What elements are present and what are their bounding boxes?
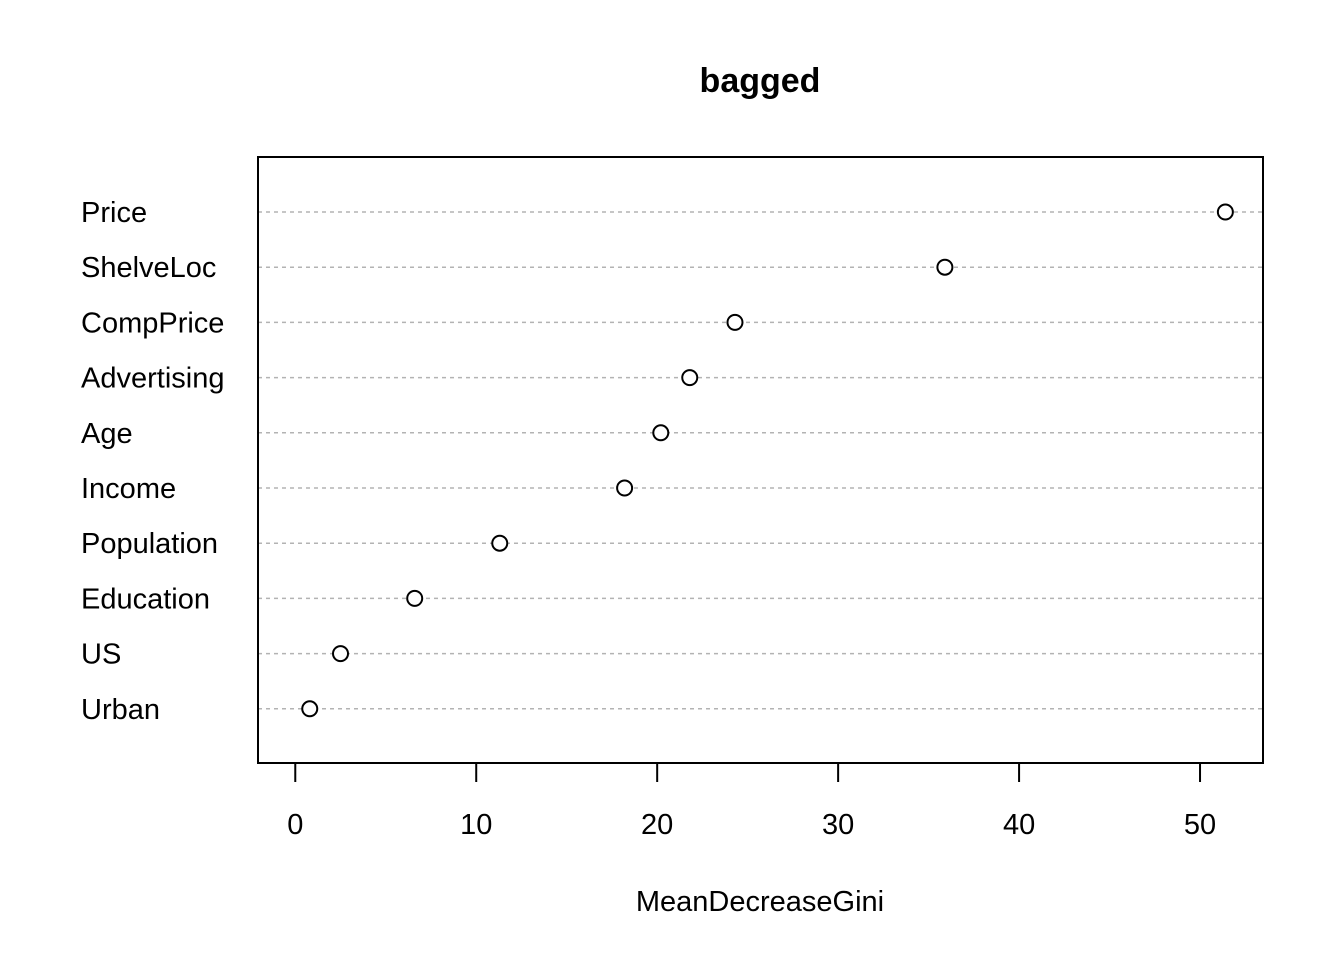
- guide-lines: [258, 211, 1263, 710]
- category-label: Urban: [81, 694, 160, 726]
- data-point: [1216, 203, 1234, 221]
- category-label: Advertising: [81, 363, 224, 395]
- category-label: Price: [81, 197, 147, 229]
- category-label: Age: [81, 418, 133, 450]
- category-label: Population: [81, 528, 218, 560]
- data-point: [406, 589, 424, 607]
- data-point: [301, 700, 319, 718]
- x-axis-title: MeanDecreaseGini: [636, 886, 884, 918]
- category-label: ShelveLoc: [81, 252, 216, 284]
- plot-frame: [257, 156, 1264, 764]
- x-axis-ticks: 0 10 20 30 40 50: [287, 763, 1216, 841]
- chart-title: bagged: [700, 62, 821, 100]
- data-points: [301, 203, 1234, 718]
- x-tick-label: 40: [1003, 809, 1035, 841]
- data-point: [681, 369, 699, 387]
- x-tick-label: 0: [287, 809, 303, 841]
- x-tick-label: 30: [822, 809, 854, 841]
- data-point: [332, 645, 350, 663]
- data-point: [936, 258, 954, 276]
- category-label: CompPrice: [81, 307, 224, 339]
- category-label: US: [81, 639, 121, 671]
- data-point: [491, 534, 509, 552]
- category-label: Education: [81, 583, 210, 615]
- category-labels: Price ShelveLoc CompPrice Advertising Age Inc…: [81, 197, 224, 726]
- x-tick-label: 10: [460, 809, 492, 841]
- data-point: [652, 424, 670, 442]
- data-point: [726, 313, 744, 331]
- x-tick-label: 50: [1184, 809, 1216, 841]
- category-label: Income: [81, 473, 176, 505]
- x-tick-label: 20: [641, 809, 673, 841]
- data-point: [616, 479, 634, 497]
